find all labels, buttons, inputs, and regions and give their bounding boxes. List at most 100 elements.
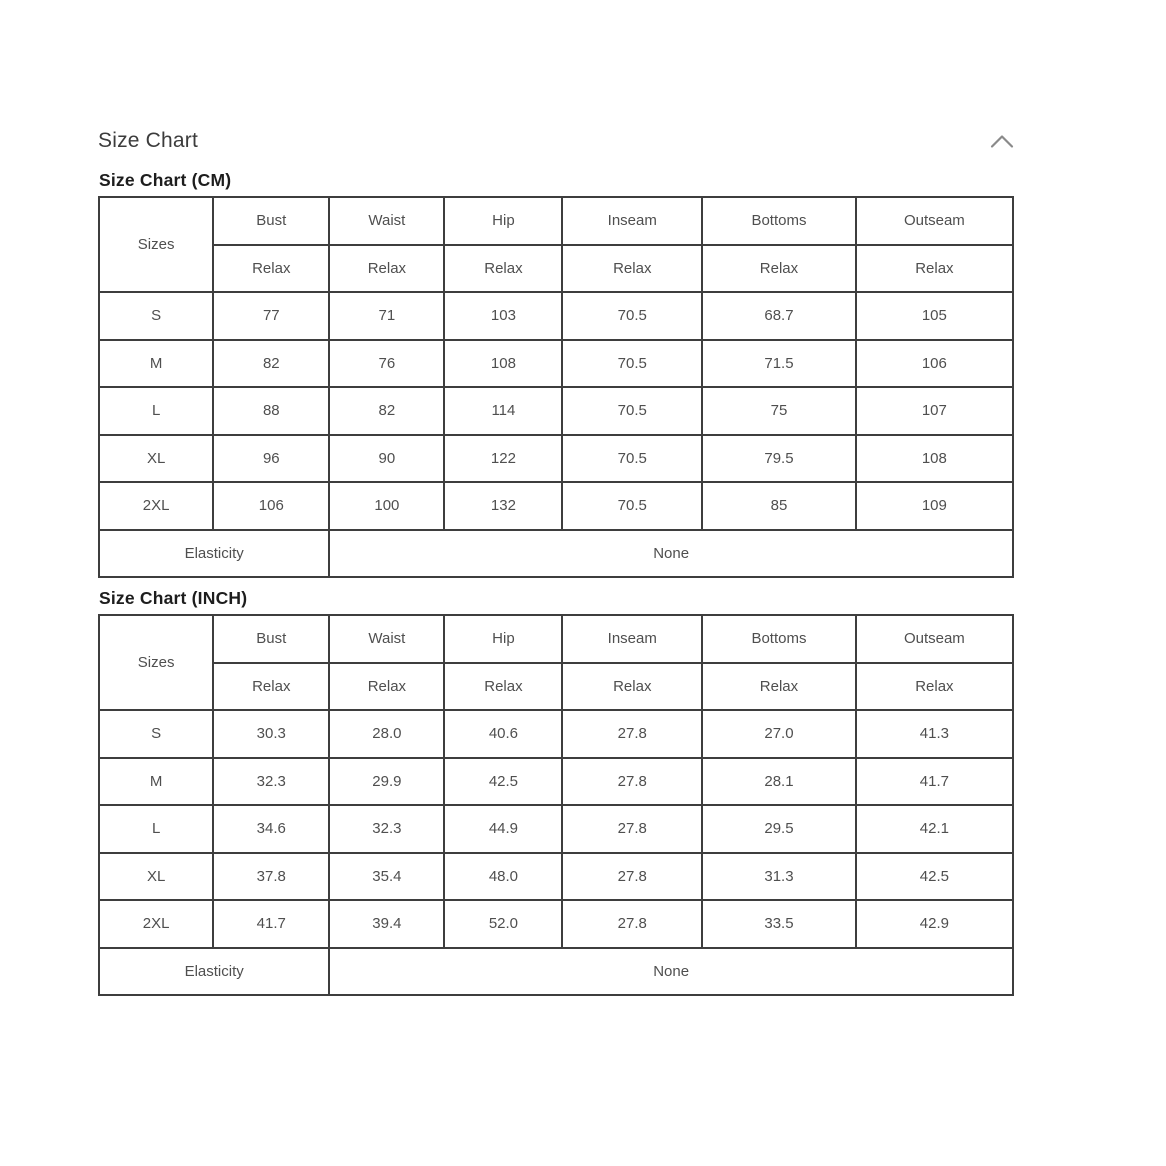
inch-header-row: Sizes Bust Waist Hip Inseam Bottoms Outs… bbox=[97, 614, 1015, 711]
cm-relax-inseam: Relax bbox=[561, 243, 704, 293]
cm-col-header-hip: Hip bbox=[443, 196, 564, 246]
elasticity-value: None bbox=[328, 528, 1014, 578]
inch-row-2xl: 2XL 41.7 39.4 52.0 27.8 33.5 42.9 bbox=[97, 899, 1015, 949]
collapse-section-button[interactable] bbox=[990, 134, 1014, 149]
cell-bust: 41.7 bbox=[212, 899, 331, 949]
size-label: 2XL bbox=[97, 481, 215, 531]
inch-col-header-inseam: Inseam bbox=[561, 614, 704, 664]
cell-waist: 100 bbox=[328, 481, 446, 531]
inch-row-l: L 34.6 32.3 44.9 27.8 29.5 42.1 bbox=[97, 804, 1015, 854]
inch-relax-hip: Relax bbox=[443, 661, 564, 711]
inch-relax-outseam: Relax bbox=[854, 661, 1015, 711]
cm-row-s: S 77 71 103 70.5 68.7 105 bbox=[97, 291, 1015, 341]
cell-hip: 132 bbox=[443, 481, 564, 531]
cell-outseam: 41.7 bbox=[854, 756, 1015, 806]
cell-bust: 32.3 bbox=[212, 756, 331, 806]
cell-outseam: 42.9 bbox=[854, 899, 1015, 949]
cell-bottoms: 71.5 bbox=[701, 338, 857, 388]
cm-relax-outseam: Relax bbox=[854, 243, 1015, 293]
elasticity-label: Elasticity bbox=[97, 528, 331, 578]
cell-inseam: 70.5 bbox=[561, 386, 704, 436]
elasticity-value: None bbox=[328, 946, 1014, 996]
cm-header-row: Sizes Bust Waist Hip Inseam Bottoms Outs… bbox=[97, 196, 1015, 293]
cell-bottoms: 28.1 bbox=[701, 756, 857, 806]
cell-inseam: 27.8 bbox=[561, 756, 704, 806]
size-label: L bbox=[97, 804, 215, 854]
cell-bust: 96 bbox=[212, 433, 331, 483]
chevron-up-icon bbox=[990, 134, 1014, 152]
size-chart-section: Size Chart Size Chart (CM) Sizes Bust bbox=[97, 120, 1015, 996]
cell-bust: 82 bbox=[212, 338, 331, 388]
cm-elasticity-row: Elasticity None bbox=[97, 528, 1014, 578]
cell-waist: 71 bbox=[328, 291, 446, 341]
cell-inseam: 27.8 bbox=[561, 804, 704, 854]
inch-relax-bust: Relax bbox=[212, 661, 331, 711]
inch-relax-inseam: Relax bbox=[561, 661, 704, 711]
cm-col-header-bust: Bust bbox=[212, 196, 331, 246]
inch-table-heading: Size Chart (INCH) bbox=[99, 588, 248, 608]
size-label: S bbox=[97, 709, 215, 759]
cm-row-l: L 88 82 114 70.5 75 107 bbox=[97, 386, 1015, 436]
cell-bottoms: 27.0 bbox=[701, 709, 857, 759]
cell-outseam: 108 bbox=[854, 433, 1015, 483]
cell-bottoms: 31.3 bbox=[701, 851, 857, 901]
inch-col-header-waist: Waist bbox=[328, 614, 446, 664]
size-label: XL bbox=[97, 851, 215, 901]
inch-col-header-bottoms: Bottoms bbox=[701, 614, 857, 664]
cell-hip: 103 bbox=[443, 291, 564, 341]
cell-inseam: 27.8 bbox=[561, 709, 704, 759]
inch-relax-bottoms: Relax bbox=[701, 661, 857, 711]
cm-col-header-outseam: Outseam bbox=[854, 196, 1015, 246]
cm-col-header-bottoms: Bottoms bbox=[701, 196, 857, 246]
cell-inseam: 70.5 bbox=[561, 481, 704, 531]
size-chart-cm-table: Sizes Bust Waist Hip Inseam Bottoms Outs… bbox=[97, 196, 1015, 578]
cm-sizes-corner-header: Sizes bbox=[97, 196, 215, 293]
cell-outseam: 105 bbox=[854, 291, 1015, 341]
cell-inseam: 70.5 bbox=[561, 338, 704, 388]
cell-waist: 39.4 bbox=[328, 899, 446, 949]
cm-col-header-inseam: Inseam bbox=[561, 196, 704, 246]
cell-bust: 88 bbox=[212, 386, 331, 436]
size-chart-inch-table: Sizes Bust Waist Hip Inseam Bottoms Outs… bbox=[97, 614, 1015, 996]
cell-hip: 40.6 bbox=[443, 709, 564, 759]
inch-col-header-hip: Hip bbox=[443, 614, 564, 664]
cell-waist: 76 bbox=[328, 338, 446, 388]
cm-row-2xl: 2XL 106 100 132 70.5 85 109 bbox=[97, 481, 1015, 531]
cell-hip: 52.0 bbox=[443, 899, 564, 949]
size-label: L bbox=[97, 386, 215, 436]
cell-waist: 90 bbox=[328, 433, 446, 483]
cell-bust: 34.6 bbox=[212, 804, 331, 854]
size-label: M bbox=[97, 338, 215, 388]
cell-hip: 122 bbox=[443, 433, 564, 483]
elasticity-label: Elasticity bbox=[97, 946, 331, 996]
cell-waist: 32.3 bbox=[328, 804, 446, 854]
cell-bust: 37.8 bbox=[212, 851, 331, 901]
cell-hip: 42.5 bbox=[443, 756, 564, 806]
cell-waist: 82 bbox=[328, 386, 446, 436]
cell-bottoms: 68.7 bbox=[701, 291, 857, 341]
cell-outseam: 107 bbox=[854, 386, 1015, 436]
cell-inseam: 27.8 bbox=[561, 851, 704, 901]
cm-relax-hip: Relax bbox=[443, 243, 564, 293]
cell-outseam: 109 bbox=[854, 481, 1015, 531]
size-label: XL bbox=[97, 433, 215, 483]
cell-bottoms: 29.5 bbox=[701, 804, 857, 854]
cell-outseam: 42.5 bbox=[854, 851, 1015, 901]
size-label: S bbox=[97, 291, 215, 341]
cm-relax-bottoms: Relax bbox=[701, 243, 857, 293]
cm-row-m: M 82 76 108 70.5 71.5 106 bbox=[97, 338, 1015, 388]
size-label: 2XL bbox=[97, 899, 215, 949]
cell-inseam: 70.5 bbox=[561, 291, 704, 341]
inch-elasticity-row: Elasticity None bbox=[97, 946, 1014, 996]
cell-outseam: 42.1 bbox=[854, 804, 1015, 854]
cm-relax-row: Relax Relax Relax Relax Relax Relax bbox=[99, 243, 1015, 293]
size-chart-header: Size Chart bbox=[98, 120, 1014, 162]
cell-bottoms: 79.5 bbox=[701, 433, 857, 483]
inch-sizes-corner-header: Sizes bbox=[97, 614, 215, 711]
inch-row-s: S 30.3 28.0 40.6 27.8 27.0 41.3 bbox=[97, 709, 1015, 759]
cell-bottoms: 33.5 bbox=[701, 899, 857, 949]
inch-relax-waist: Relax bbox=[328, 661, 446, 711]
cell-hip: 48.0 bbox=[443, 851, 564, 901]
cell-outseam: 106 bbox=[854, 338, 1015, 388]
